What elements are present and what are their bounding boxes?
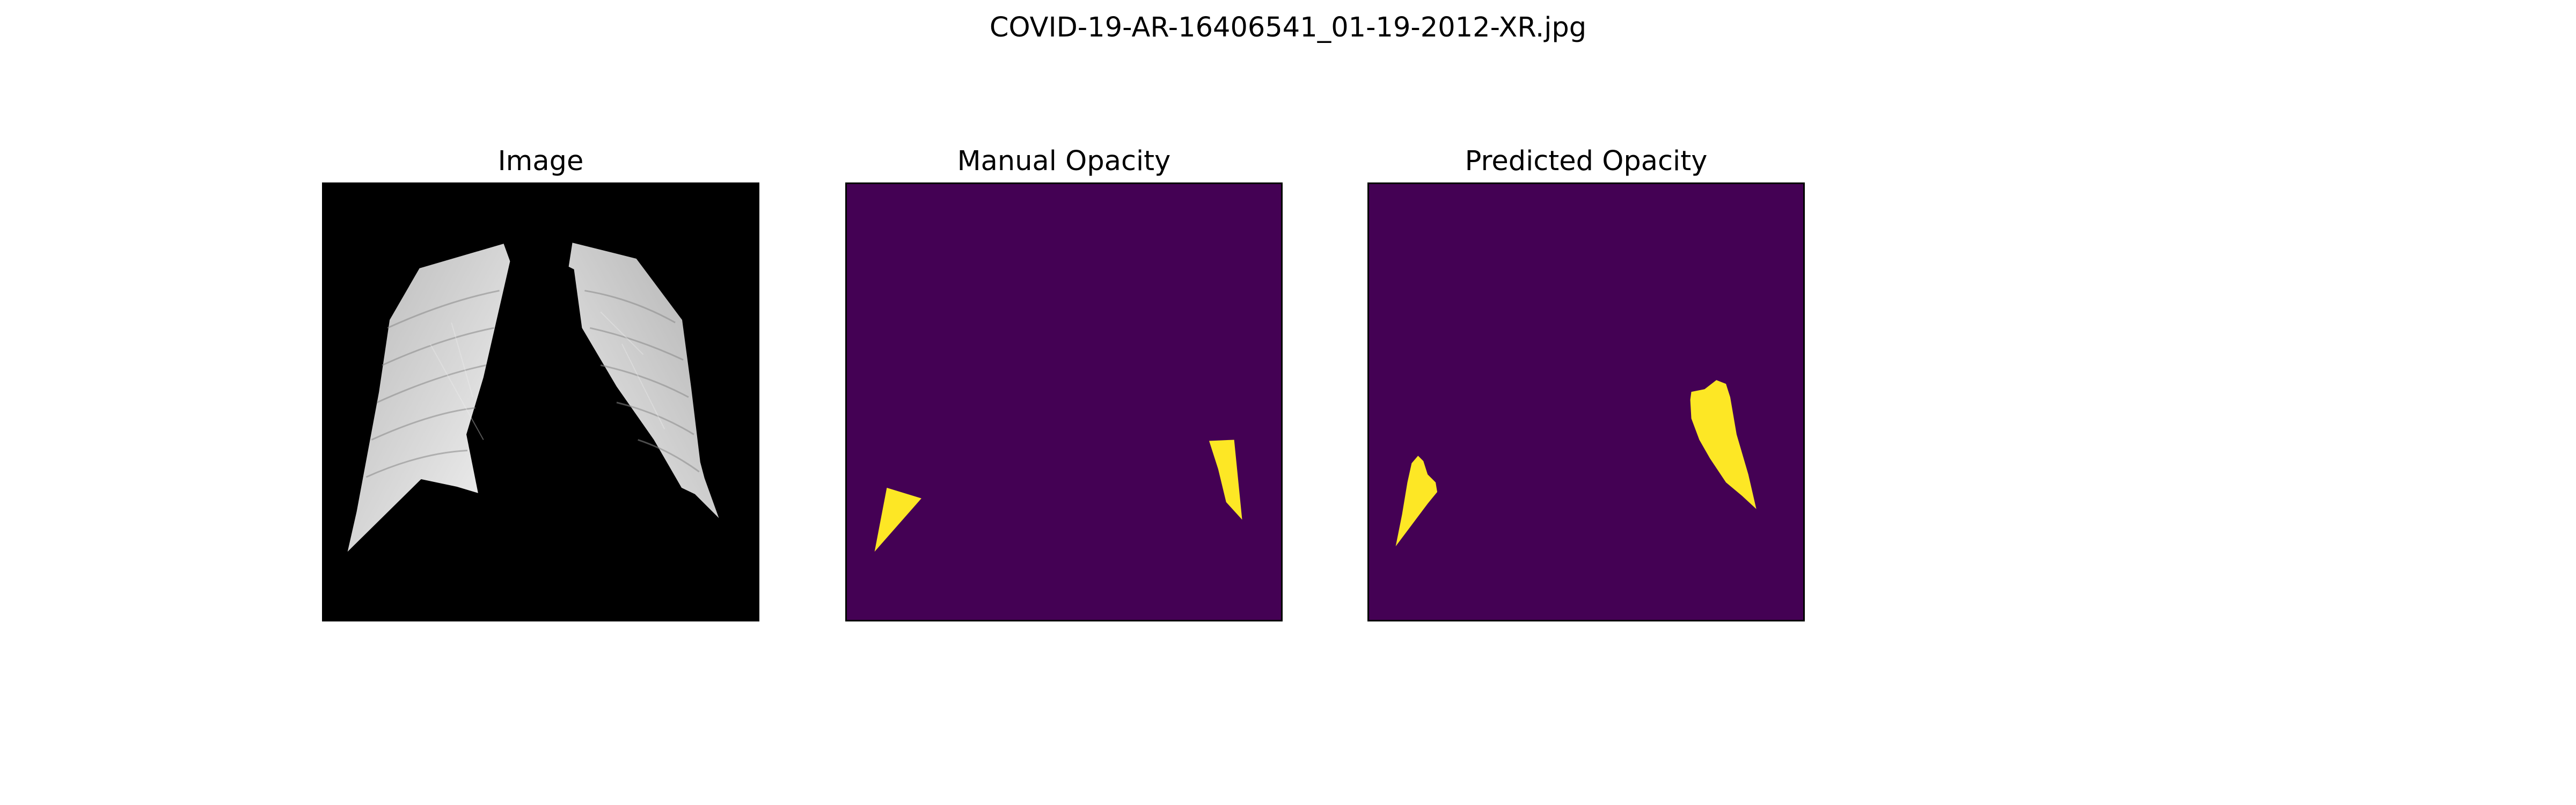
xray-image-panel: [322, 182, 759, 621]
image-panel-title: Image: [497, 145, 584, 177]
predicted-opacity-panel-title: Predicted Opacity: [1465, 145, 1708, 177]
xray-lungs-image: [324, 184, 758, 620]
predicted-opacity-region-left: [1395, 456, 1438, 547]
predicted-opacity-mask: [1369, 184, 1803, 620]
right-lung-region: [568, 243, 719, 518]
figure-title: COVID-19-AR-16406541_01-19-2012-XR.jpg: [989, 12, 1587, 43]
manual-opacity-region-right: [1209, 440, 1242, 520]
left-lung-region: [347, 244, 510, 552]
manual-opacity-mask-panel: [845, 182, 1283, 621]
predicted-opacity-mask-panel: [1367, 182, 1805, 621]
manual-opacity-panel-title: Manual Opacity: [957, 145, 1171, 177]
manual-opacity-region-left: [874, 487, 921, 552]
predicted-opacity-region-right: [1690, 380, 1757, 509]
manual-opacity-mask: [847, 184, 1281, 620]
